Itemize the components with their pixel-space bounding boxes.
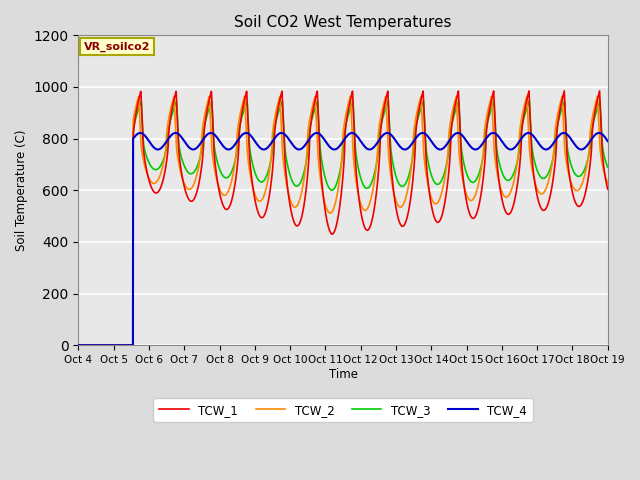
- TCW_2: [278, 125, 285, 131]
- TCW_4: [536, 143, 544, 149]
- TCW_1: [135, 96, 143, 102]
- Title: Soil CO2 West Temperatures: Soil CO2 West Temperatures: [234, 15, 452, 30]
- TCW_3: [604, 164, 612, 170]
- TCW_4: [135, 131, 143, 136]
- TCW_2: [135, 94, 143, 99]
- Line: TCW_4: TCW_4: [79, 133, 608, 345]
- TCW_3: [278, 101, 285, 107]
- TCW_2: [594, 93, 602, 99]
- TCW_4: [313, 130, 321, 136]
- TCW_3: [300, 168, 308, 174]
- TCW_3: [166, 119, 174, 124]
- TCW_4: [604, 138, 612, 144]
- TCW_3: [135, 105, 143, 111]
- TCW_1: [596, 88, 604, 94]
- Line: TCW_3: TCW_3: [79, 101, 608, 345]
- TCW_2: [75, 342, 83, 348]
- Text: VR_soilco2: VR_soilco2: [84, 41, 150, 51]
- TCW_2: [536, 191, 544, 196]
- Y-axis label: Soil Temperature (C): Soil Temperature (C): [15, 130, 28, 251]
- TCW_3: [536, 174, 544, 180]
- Line: TCW_1: TCW_1: [79, 91, 608, 345]
- TCW_1: [166, 118, 174, 123]
- X-axis label: Time: Time: [328, 368, 358, 381]
- Line: TCW_2: TCW_2: [79, 96, 608, 345]
- Legend: TCW_1, TCW_2, TCW_3, TCW_4: TCW_1, TCW_2, TCW_3, TCW_4: [153, 397, 533, 422]
- TCW_1: [75, 342, 83, 348]
- TCW_2: [166, 108, 174, 114]
- TCW_1: [300, 201, 308, 206]
- TCW_3: [596, 98, 604, 104]
- TCW_2: [593, 94, 601, 99]
- TCW_4: [75, 342, 83, 348]
- TCW_2: [300, 174, 308, 180]
- TCW_1: [536, 204, 544, 209]
- TCW_4: [300, 143, 308, 149]
- TCW_3: [593, 106, 601, 111]
- TCW_4: [278, 130, 285, 136]
- TCW_4: [166, 133, 174, 139]
- TCW_1: [278, 91, 285, 96]
- TCW_4: [594, 131, 602, 136]
- TCW_1: [604, 186, 612, 192]
- TCW_3: [75, 342, 83, 348]
- TCW_2: [604, 180, 612, 186]
- TCW_1: [593, 97, 601, 103]
